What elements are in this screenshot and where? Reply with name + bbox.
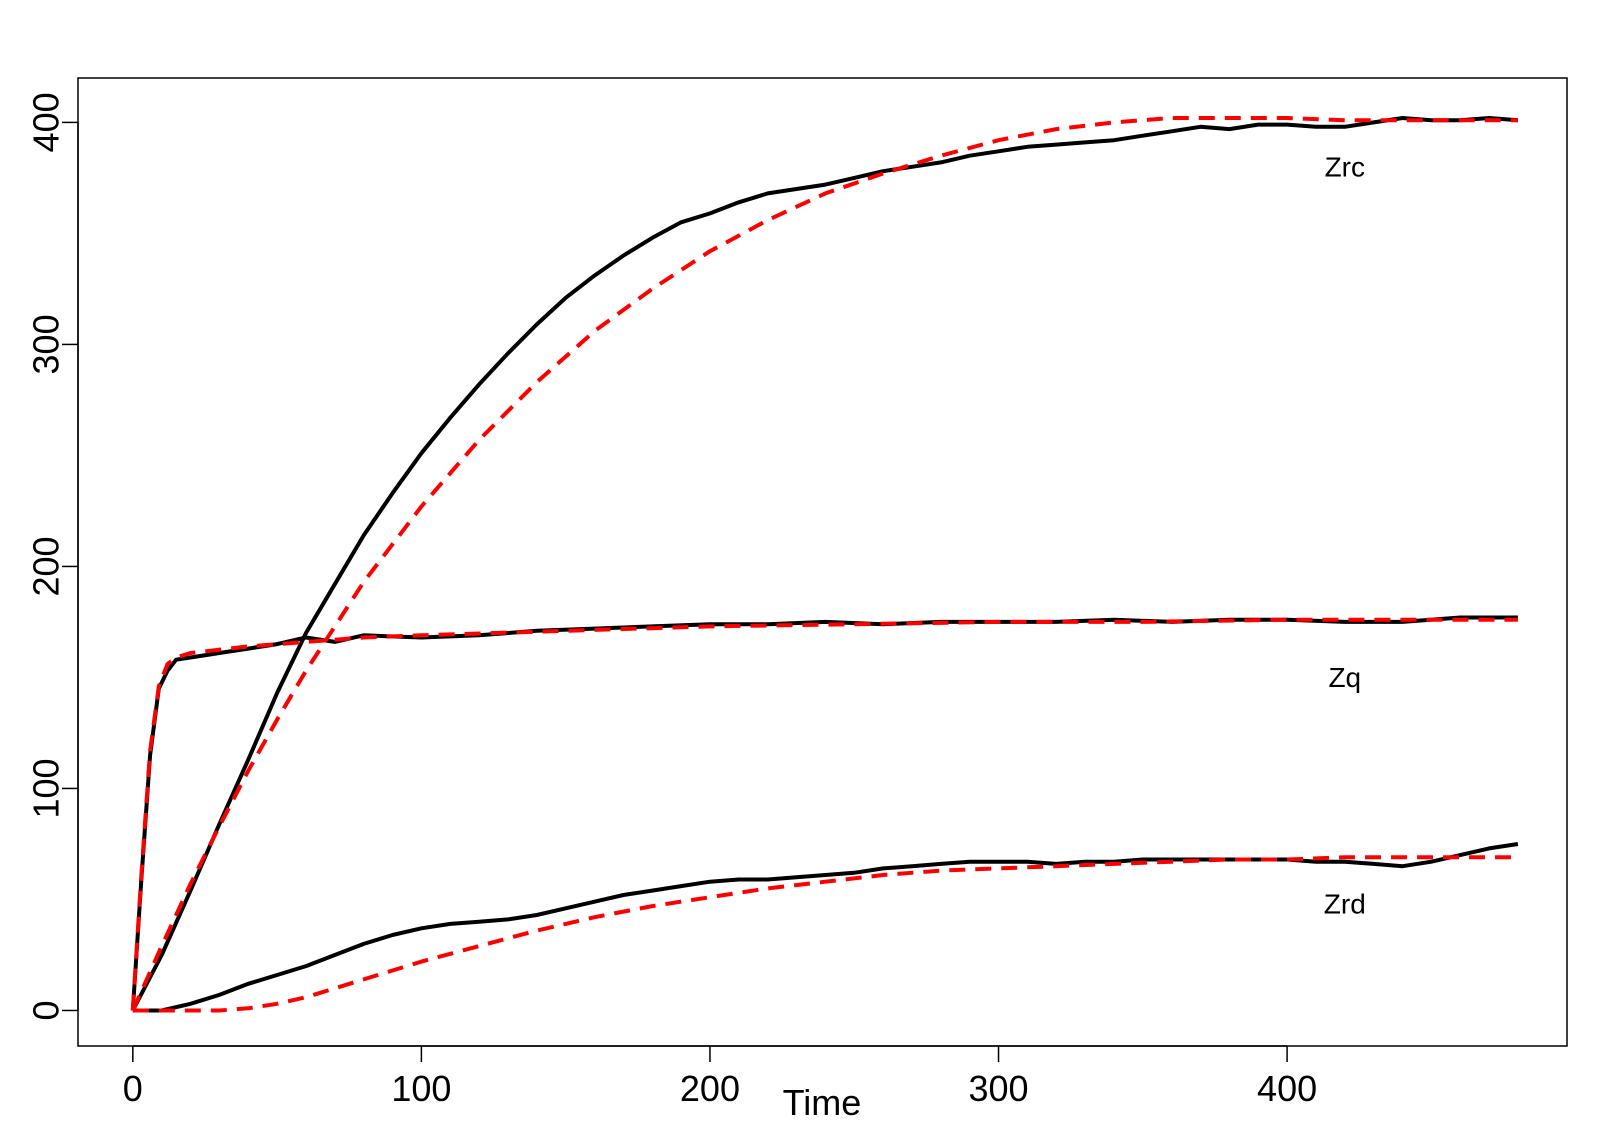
series-label-zrc: Zrc [1325, 151, 1365, 182]
y-tick-label: 0 [26, 1000, 67, 1020]
x-axis: 0 100 200 300 400 [123, 1045, 1317, 1109]
x-tick-label: 300 [968, 1068, 1028, 1109]
y-tick-label: 200 [26, 536, 67, 596]
y-tick-label: 300 [26, 314, 67, 374]
x-tick-label: 400 [1257, 1068, 1317, 1109]
y-tick-label: 100 [26, 758, 67, 818]
x-axis-title: Time [783, 1082, 862, 1123]
series-line-zrc-model [130, 116, 1518, 1012]
y-tick-label: 400 [26, 92, 67, 152]
series-label-zrd: Zrd [1324, 888, 1366, 919]
series-line-zrd-model [132, 855, 1518, 1013]
series-layer [130, 116, 1519, 1013]
series-line-zrc-simulated [131, 116, 1519, 1012]
x-tick-label: 0 [123, 1068, 143, 1109]
x-tick-label: 100 [391, 1068, 451, 1109]
series-label-layer: Zrc Zq Zrd [1324, 151, 1366, 919]
x-tick-label: 200 [680, 1068, 740, 1109]
series-label-zq: Zq [1328, 662, 1361, 693]
series-line-zq-model [130, 617, 1518, 1011]
y-axis: 0 100 200 300 400 [26, 92, 79, 1020]
